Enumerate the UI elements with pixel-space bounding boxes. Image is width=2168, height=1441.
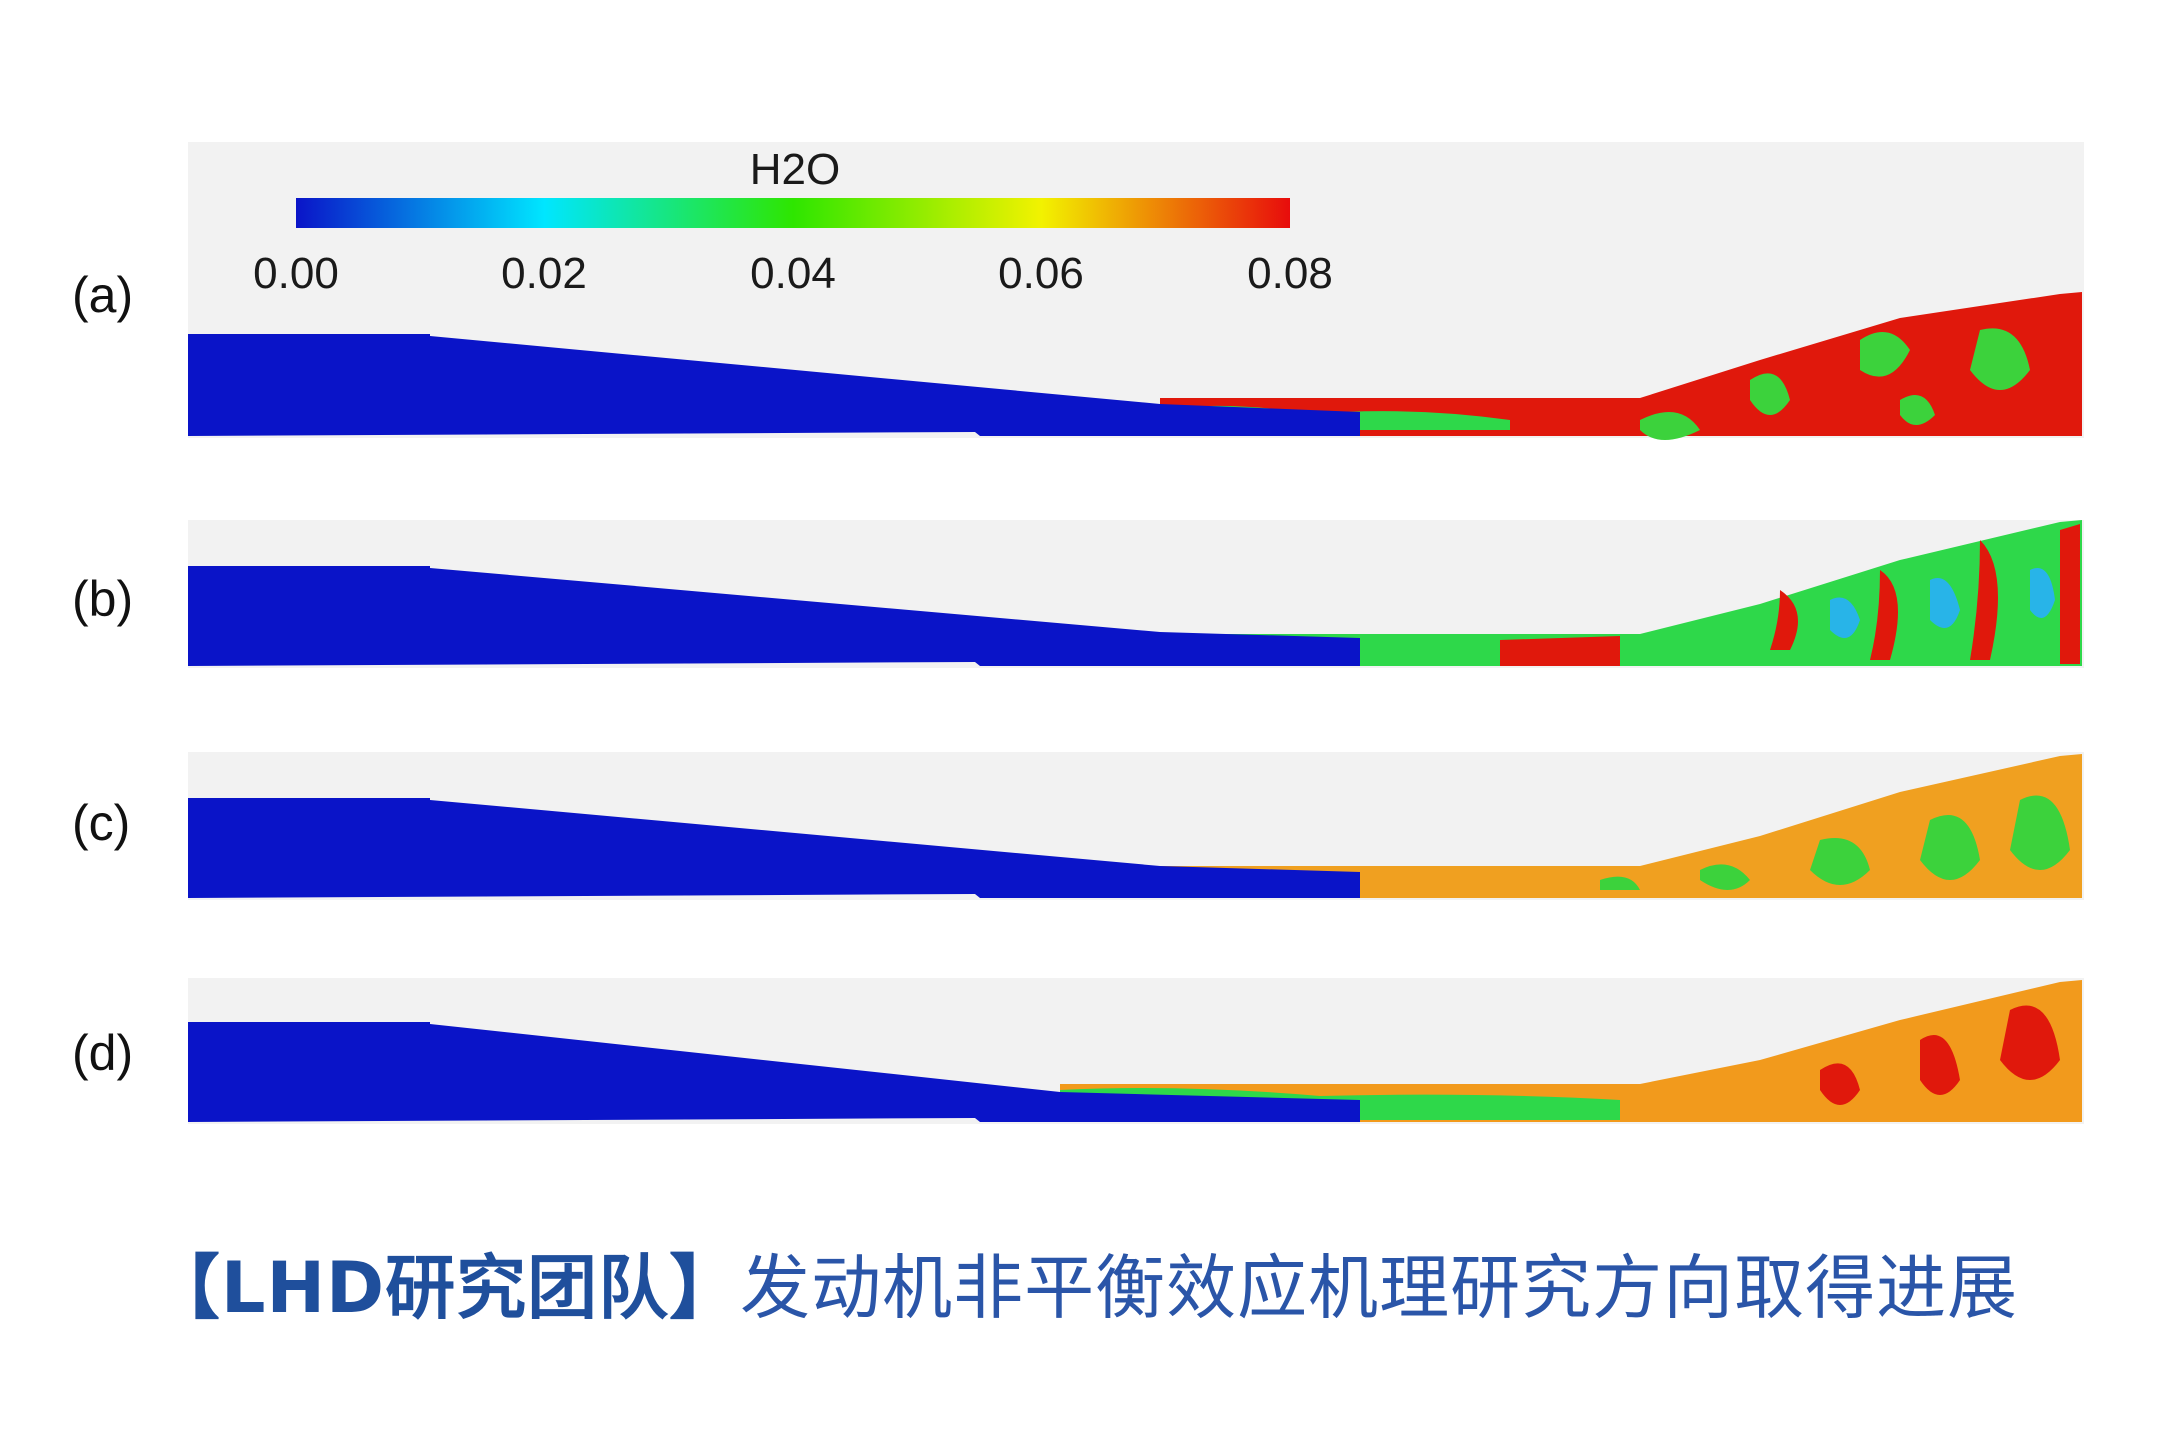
panel-b-vortices	[1500, 524, 2080, 666]
panel-b-core-flow	[188, 566, 1360, 666]
panel-a-downstream	[1160, 292, 2082, 436]
panel-b-flowfield	[188, 520, 2082, 666]
panel-d-vortices	[1820, 1005, 2060, 1105]
panel-d-label: (d)	[72, 1025, 133, 1081]
panel-a-core-flow	[188, 334, 1360, 436]
headline-tag: 【LHD研究团队】	[149, 1247, 741, 1329]
panel-a-flowfield	[188, 292, 2082, 440]
panel-c-vortices	[1600, 795, 2070, 890]
panel-c-label: (c)	[72, 795, 130, 851]
panel-b-label: (b)	[72, 571, 133, 627]
colorbar-tick-3: 0.06	[998, 249, 1084, 298]
panel-a-label: (a)	[72, 267, 133, 323]
colorbar-tick-1: 0.02	[501, 249, 587, 298]
colorbar-title: H2O	[750, 145, 840, 194]
panel-a: (a) H2O 0.00 0.02 0.04 0.06 0.08	[72, 142, 2084, 440]
panel-c-flowfield	[188, 754, 2082, 898]
panel-c-core-flow	[188, 798, 1360, 898]
panel-b: (b)	[72, 520, 2084, 668]
colorbar-gradient	[296, 198, 1290, 228]
panel-d-core-flow	[188, 1022, 1360, 1122]
colorbar-tick-4: 0.08	[1247, 249, 1333, 298]
panel-b-cool-pockets	[1830, 568, 2055, 638]
colorbar-tick-0: 0.00	[253, 249, 339, 298]
panel-d: (d)	[72, 978, 2084, 1124]
colorbar-tick-2: 0.04	[750, 249, 836, 298]
headline-text: 发动机非平衡效应机理研究方向取得进展	[740, 1247, 2019, 1329]
panel-c: (c)	[72, 752, 2084, 900]
panel-d-flowfield	[188, 980, 2082, 1122]
panel-a-vortices	[1640, 328, 2030, 440]
headline: 【LHD研究团队】发动机非平衡效应机理研究方向取得进展	[0, 1232, 2168, 1333]
colorbar: H2O 0.00 0.02 0.04 0.06 0.08	[253, 145, 1333, 298]
